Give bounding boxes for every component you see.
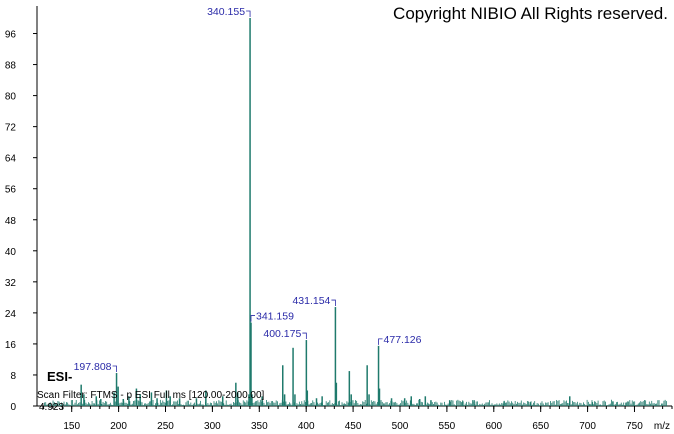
y-tick-label: 0 <box>10 402 16 413</box>
peak-label: 400.175 <box>263 328 301 340</box>
scan-filter-text: Scan Filter: FTMS - p ESI Full ms [120.0… <box>37 390 265 401</box>
peak-label-bracket <box>250 315 256 322</box>
copyright-watermark: Copyright NIBIO All Rights reserved. <box>393 4 668 23</box>
y-tick-label: 80 <box>5 92 17 103</box>
y-tick-label: 8 <box>10 371 16 382</box>
x-tick-label: 450 <box>345 421 362 432</box>
peak-label: 340.155 <box>207 6 245 18</box>
x-tick-label: 350 <box>251 421 268 432</box>
peak-label-bracket <box>302 332 307 340</box>
x-tick-label: 200 <box>110 421 127 432</box>
peak-labels: 197.808 340.155 341.159 400.175 431.154 477.1… <box>74 6 422 373</box>
y-tick-label: 56 <box>5 185 17 196</box>
y-tick-label: 40 <box>5 247 17 258</box>
peak-label: 197.808 <box>74 361 112 373</box>
chart-axes: 0 8 16 24 32 40 48 56 64 72 80 88 96 150 200 250 300 350 4… <box>5 6 673 432</box>
spectrum-peaks <box>80 18 627 406</box>
x-tick-label: 700 <box>579 421 596 432</box>
peak-label-bracket <box>378 338 383 345</box>
y-tick-label: 72 <box>5 123 17 134</box>
y-tick-label: 32 <box>5 278 17 289</box>
x-tick-label: 600 <box>485 421 502 432</box>
peak-label-bracket <box>246 10 251 17</box>
y-tick-label: 64 <box>5 154 17 165</box>
y-tick-label: 96 <box>5 30 17 41</box>
x-tick-label: 750 <box>626 421 643 432</box>
x-tick-label: 550 <box>439 421 456 432</box>
x-tick-label: 650 <box>532 421 549 432</box>
x-tick-label: 500 <box>392 421 409 432</box>
peak-label: 477.126 <box>384 334 422 346</box>
y-tick-label: 48 <box>5 216 17 227</box>
x-axis-label: m/z <box>654 421 670 432</box>
peak-label: 341.159 <box>256 311 294 323</box>
x-tick-label: 250 <box>157 421 174 432</box>
peak-label-bracket <box>112 365 117 373</box>
peak-label-bracket <box>331 299 336 307</box>
y-tick-label: 24 <box>5 309 17 320</box>
x-tick-label: 300 <box>204 421 221 432</box>
x-tick-label: 400 <box>298 421 315 432</box>
y-tick-label: 88 <box>5 61 17 72</box>
ion-mode-label: ESI- <box>47 369 73 384</box>
base-value-label: 4.923 <box>39 402 65 413</box>
peak-label: 431.154 <box>292 295 330 307</box>
y-tick-label: 16 <box>5 340 17 351</box>
x-tick-label: 150 <box>63 421 80 432</box>
